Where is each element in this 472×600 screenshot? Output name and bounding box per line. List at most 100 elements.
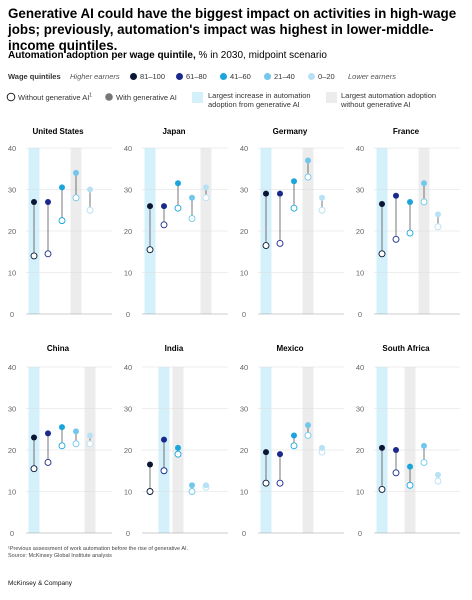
legend-grey-line1: Largest automation adoption [341, 91, 437, 100]
panel-title-2: Germany [273, 127, 308, 136]
y-tick-label-4-10: 10 [8, 488, 16, 497]
point-with-7-1 [393, 447, 399, 453]
y-tick-label-0-10: 10 [8, 269, 16, 278]
point-with-5-2 [175, 444, 181, 451]
point-without-6-0 [262, 479, 270, 487]
point-without-4-4 [86, 440, 94, 448]
point-with-4-2 [59, 424, 65, 431]
y-tick-label-2-40: 40 [240, 144, 248, 153]
y-tick-label-0-40: 40 [8, 144, 16, 153]
footnote: ¹Previous assessment of work automation … [8, 546, 188, 560]
point-without-1-1 [160, 221, 168, 229]
point-without-4-2 [58, 442, 66, 450]
y-tick-label-4-20: 20 [8, 446, 16, 455]
point-with-1-1 [161, 203, 167, 210]
legend-quintile-0: 81–100 [130, 72, 165, 81]
point-with-7-2 [407, 463, 413, 470]
legend-with-gen-ai: With generative AI [104, 92, 177, 102]
brand-name: McKinsey & Company [8, 580, 72, 587]
y-tick-label-1-0: 0 [126, 310, 130, 319]
point-without-6-2 [290, 442, 298, 450]
quintile-dot-1 [176, 73, 183, 80]
y-tick-label-4-0: 0 [10, 529, 14, 538]
y-tick-label-7-0: 0 [358, 529, 362, 538]
legend-grey-line2: without generative AI [341, 100, 411, 109]
legend-quintile-label-3: 21–40 [274, 72, 295, 81]
y-tick-label-1-10: 10 [124, 269, 132, 278]
point-with-1-0 [147, 203, 153, 210]
point-without-5-3 [188, 488, 196, 495]
panel-title-4: China [47, 344, 70, 353]
y-tick-label-6-0: 0 [242, 529, 246, 538]
point-without-3-2 [406, 229, 414, 237]
subtitle-rest: % in 2030, midpoint scenario [195, 50, 327, 61]
point-without-1-0 [146, 246, 154, 254]
footnote-text: ¹Previous assessment of work automation … [8, 546, 189, 552]
filled-circle-icon [105, 93, 113, 101]
point-without-2-4 [318, 206, 326, 214]
point-with-6-3 [305, 422, 311, 429]
point-without-7-4 [434, 477, 442, 485]
legend-quintile-1: 61–80 [176, 72, 207, 81]
point-with-5-1 [161, 436, 167, 443]
point-with-1-2 [175, 180, 181, 187]
point-with-2-0 [263, 190, 269, 197]
legend-without-label: Without generative AI [18, 93, 90, 102]
point-without-6-1 [276, 479, 284, 487]
y-tick-label-7-30: 30 [356, 405, 364, 414]
quintile-dot-0 [130, 73, 137, 80]
legend-quintile-label-4: 0–20 [318, 72, 335, 81]
point-without-5-1 [160, 467, 168, 475]
small-multiples-chart: United States 0 10 20 30 40 Japan 0 10 20 30 40 Germ… [8, 127, 460, 538]
point-without-4-0 [30, 465, 38, 473]
lower-earners-label: Lower earners [348, 72, 396, 81]
y-tick-label-3-20: 20 [356, 227, 364, 236]
source-text: Source: McKinsey Global Institute analys… [8, 553, 112, 559]
point-with-0-1 [45, 198, 51, 205]
legend-blue-line1: Largest increase in automation [208, 91, 311, 100]
y-tick-label-0-20: 20 [8, 227, 16, 236]
point-without-7-1 [392, 469, 400, 477]
point-with-6-1 [277, 451, 283, 458]
legend-grey-band: Largest automation adoption without gener… [341, 91, 436, 109]
chart-title: Generative AI could have the biggest imp… [8, 6, 457, 53]
point-without-4-3 [72, 440, 80, 448]
panel-title-7: South Africa [382, 344, 430, 353]
panel-title-0: United States [32, 127, 84, 136]
y-tick-label-5-0: 0 [126, 529, 130, 538]
panel-title-1: Japan [162, 127, 185, 136]
point-with-2-2 [291, 178, 297, 185]
point-without-2-0 [262, 242, 270, 249]
y-tick-label-2-0: 0 [242, 310, 246, 319]
y-tick-label-6-40: 40 [240, 363, 248, 372]
point-without-7-2 [406, 481, 414, 489]
quintile-dot-4 [308, 73, 315, 80]
grey-band-swatch [326, 92, 337, 103]
point-without-0-3 [72, 194, 80, 202]
point-without-2-3 [304, 173, 312, 181]
y-tick-label-4-30: 30 [8, 405, 16, 414]
point-without-7-3 [420, 459, 428, 466]
quintile-dot-3 [264, 73, 271, 80]
point-without-0-2 [58, 217, 66, 225]
legend-blue-line2: adoption from generative AI [208, 100, 300, 109]
point-with-3-0 [379, 201, 385, 208]
point-with-6-0 [263, 449, 269, 456]
point-with-0-0 [31, 198, 37, 205]
point-with-3-3 [421, 180, 427, 187]
legend-blue-band: Largest increase in automation adoption f… [208, 91, 311, 109]
y-tick-label-0-30: 30 [8, 186, 16, 195]
point-with-6-4 [319, 444, 325, 451]
legend-footnote-mark: 1 [89, 92, 93, 99]
point-with-2-4 [319, 194, 325, 201]
y-tick-label-0-0: 0 [10, 310, 14, 319]
y-tick-label-7-10: 10 [356, 488, 364, 497]
point-without-7-0 [378, 485, 386, 493]
point-with-1-4 [203, 184, 209, 191]
point-without-0-1 [44, 250, 52, 258]
y-tick-label-6-10: 10 [240, 488, 248, 497]
panel-title-3: France [393, 127, 420, 136]
y-tick-label-2-20: 20 [240, 227, 248, 236]
point-with-4-0 [31, 434, 37, 441]
y-tick-label-2-30: 30 [240, 186, 248, 195]
